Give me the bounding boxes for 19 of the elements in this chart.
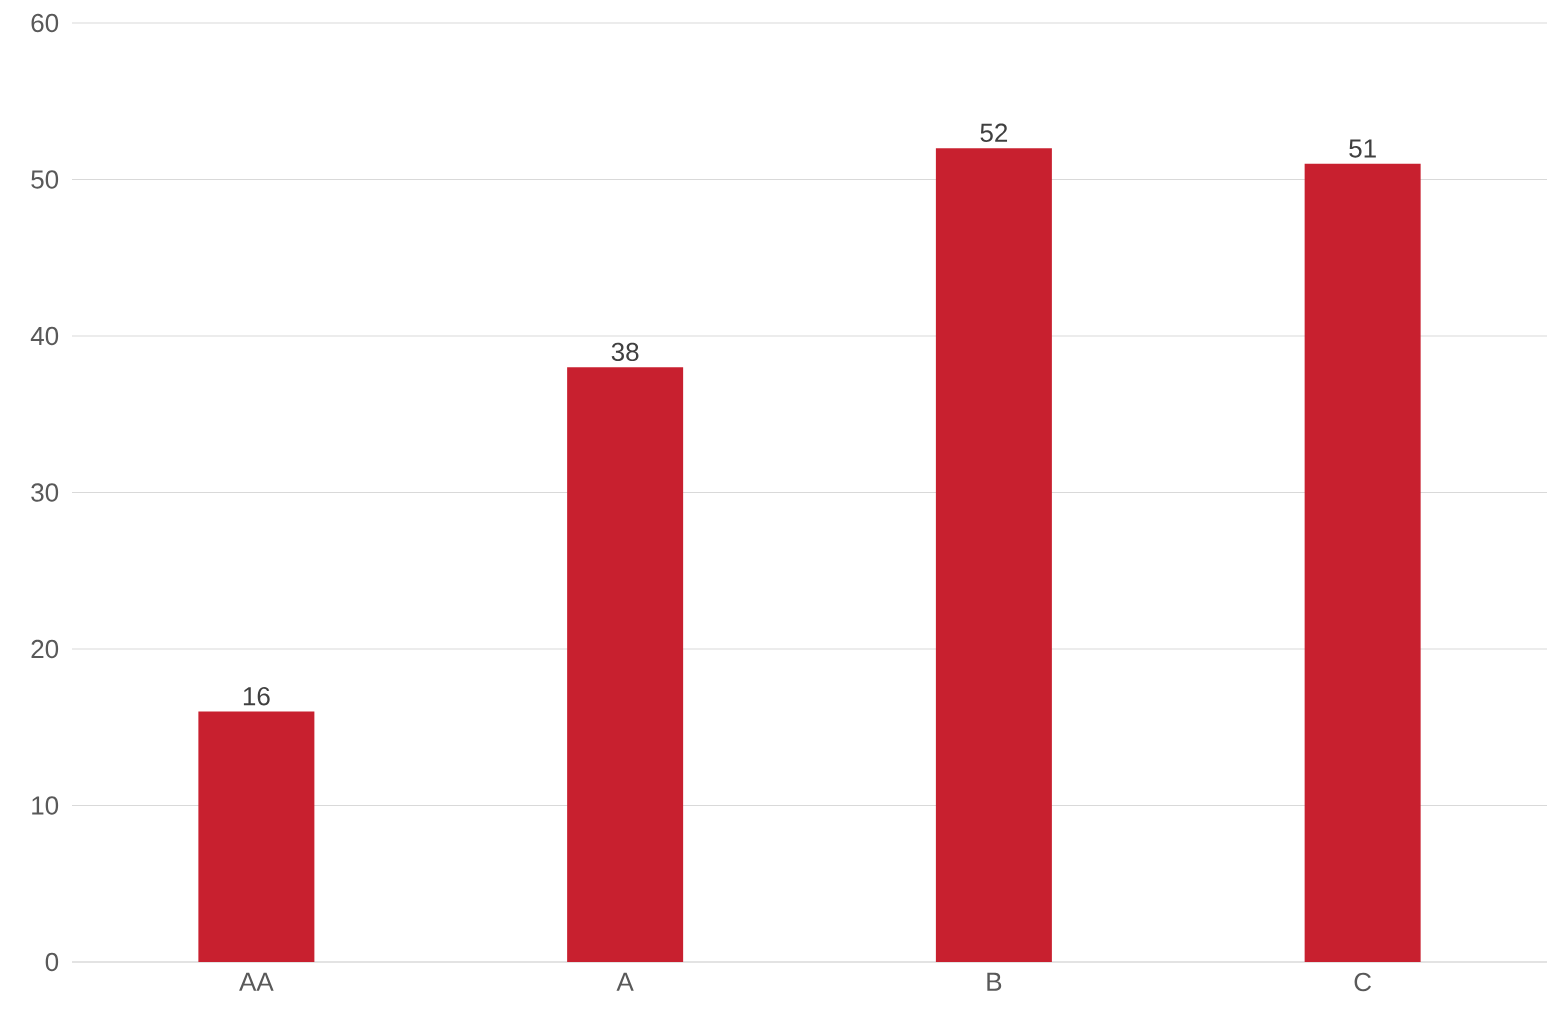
data-label: 16 [243, 686, 270, 706]
x-tick-label: C [1354, 972, 1372, 992]
x-tick-label: AA [239, 972, 274, 991]
bar [567, 367, 684, 962]
y-tick-label: 20 [31, 639, 59, 659]
y-tick-label: 0 [45, 952, 59, 972]
y-tick-label: 50 [31, 170, 59, 189]
data-label: 51 [1349, 139, 1376, 158]
bar [198, 711, 315, 962]
bar [935, 148, 1052, 962]
y-tick-label: 30 [31, 483, 59, 502]
bar [1304, 163, 1421, 962]
data-label: 38 [611, 342, 639, 362]
x-tick-label: B [987, 972, 1002, 991]
data-label: 52 [980, 123, 1008, 142]
y-tick-label: 40 [30, 326, 59, 346]
x-tick-label: A [616, 972, 634, 991]
y-tick-label: 60 [31, 13, 59, 33]
y-tick-label: 10 [32, 796, 59, 815]
